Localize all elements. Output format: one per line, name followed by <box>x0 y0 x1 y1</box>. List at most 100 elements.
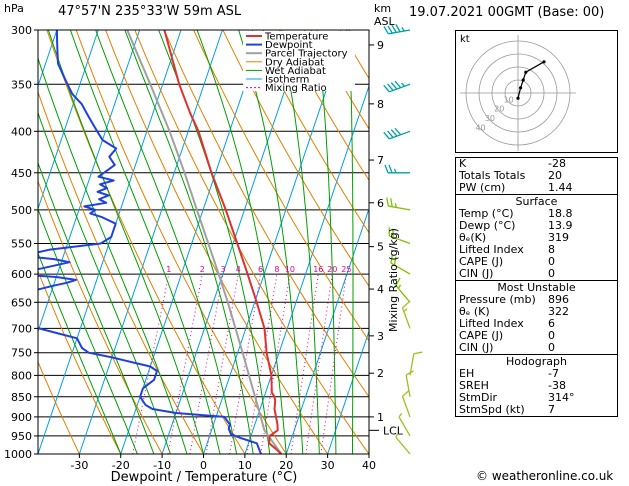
most-unstable-label: CAPE (J) <box>459 329 504 342</box>
surface-row: Temp (°C) 18.8 <box>456 208 617 220</box>
wind-barb-flag <box>393 256 397 266</box>
index-row-tt: Totals Totals 20 <box>456 170 617 182</box>
dewpoint-line <box>38 30 262 454</box>
wind-barb <box>395 433 411 455</box>
wind-barb-flag <box>383 131 390 140</box>
wet-adiabat-line <box>279 30 320 454</box>
wet-adiabat-line <box>238 30 304 454</box>
wind-barb <box>386 197 411 211</box>
km-tick-label: 2 <box>377 367 384 380</box>
x-tick-label: 40 <box>362 459 376 472</box>
wind-barb-flag <box>394 80 402 89</box>
wet-adiabat-line <box>38 111 171 454</box>
pressure-tick-label: 450 <box>11 167 32 180</box>
wind-barb-staff <box>401 395 411 418</box>
surface-label: Temp (°C) <box>459 207 514 220</box>
hodograph-point <box>542 60 546 64</box>
wind-barb-staff <box>388 205 411 211</box>
mixing-ratio-axis-title: Mixing Ratio (g/kg) <box>387 228 400 332</box>
wet-adiabat-line <box>69 30 221 454</box>
surface-row: Lifted Index 8 <box>456 244 617 256</box>
hodograph-table-label: SREH <box>459 379 489 392</box>
hodograph-point <box>519 86 523 90</box>
pressure-tick-label: 400 <box>11 125 32 138</box>
surface-label: Lifted Index <box>459 243 524 256</box>
wind-barb-staff <box>405 374 411 397</box>
wind-barb <box>409 351 423 376</box>
mixing-ratio-label: 25 <box>341 265 351 274</box>
wind-barb-flag <box>383 26 389 35</box>
surface-label: Dewp (°C) <box>459 219 516 232</box>
pressure-tick-label: 1000 <box>4 448 32 461</box>
most-unstable-label: Lifted Index <box>459 317 524 330</box>
pressure-tick-label: 750 <box>11 347 32 360</box>
surface-value: 13.9 <box>548 219 573 232</box>
surface-value: 18.8 <box>548 207 573 220</box>
indices-panel: K -28 Totals Totals 20 PW (cm) 1.44 Surface… <box>455 157 618 417</box>
wet-adiabat-line <box>38 56 188 454</box>
legend-box <box>243 31 355 91</box>
legend-item: Wet Adiabat <box>265 66 326 77</box>
hodograph-point <box>521 78 525 82</box>
wind-barb-flag <box>391 24 397 33</box>
wind-barb-flag <box>393 168 397 174</box>
wind-barb-flag <box>387 83 394 91</box>
dry-adiabat-line <box>38 360 80 454</box>
wet-adiabat-line <box>95 30 238 454</box>
surface-row: θₑ(K) 319 <box>456 232 617 244</box>
x-tick-label: 0 <box>200 459 207 472</box>
hodograph-table-label: EH <box>459 367 475 380</box>
datetime-label: 19.07.2021 00GMT (Base: 00) <box>409 5 605 20</box>
surface-title: Surface <box>515 195 558 208</box>
mixing-ratio-label: 4 <box>236 265 241 274</box>
x-tick-label: 10 <box>238 459 252 472</box>
wind-barb <box>383 24 411 35</box>
index-label: Totals Totals <box>459 169 526 182</box>
most-unstable-value: 322 <box>548 305 569 318</box>
pressure-tick-label: 300 <box>11 24 32 37</box>
km-tick-label: 7 <box>377 154 384 167</box>
hpa-unit-label: hPa <box>4 2 24 15</box>
isotherm-line <box>38 30 99 211</box>
legend-item: Dewpoint <box>265 40 313 51</box>
wind-barb <box>398 413 411 437</box>
index-value: 1.44 <box>548 181 573 194</box>
hodograph-table-row: EH -7 <box>456 368 617 380</box>
most-unstable-title: Most Unstable <box>497 281 576 294</box>
wet-adiabat-line <box>38 161 155 454</box>
isotherm-line <box>161 30 306 454</box>
mixing-ratio-line <box>229 274 262 454</box>
mixing-ratio-line <box>167 274 203 454</box>
temperature-line <box>163 30 282 454</box>
dry-adiabat-line <box>105 30 329 454</box>
mixing-ratio-line <box>132 274 170 454</box>
wind-barb-flag <box>413 351 423 355</box>
mixing-ratio-line <box>189 274 224 454</box>
dry-adiabat-line <box>193 30 369 342</box>
wind-barb-staff <box>398 416 411 437</box>
surface-row: Dewp (°C) 13.9 <box>456 220 617 232</box>
surface-value: 8 <box>548 243 555 256</box>
hodograph-ring-label: 30 <box>485 114 495 123</box>
most-unstable-value: 0 <box>548 341 555 354</box>
most-unstable-value: 0 <box>548 329 555 342</box>
pressure-tick-label: 600 <box>11 268 32 281</box>
isotherm-line <box>203 30 347 454</box>
wind-barb-flag <box>390 82 398 90</box>
wind-barb-flag <box>383 84 390 93</box>
km-tick-label: 8 <box>377 98 384 111</box>
mixing-ratio-label: 1 <box>166 265 171 274</box>
wind-barb-flag <box>386 197 389 207</box>
mixing-ratio-label: 6 <box>258 265 263 274</box>
lcl-label: LCL <box>383 424 404 437</box>
wind-barb-staff <box>389 130 411 140</box>
parcel-trajectory-line <box>126 30 283 454</box>
hodograph-table-row: SREH -38 <box>456 380 617 392</box>
index-value: -28 <box>548 157 566 170</box>
x-tick-label: 20 <box>279 459 293 472</box>
wind-barb-flag <box>394 203 397 208</box>
hodograph-unit-label: kt <box>460 34 470 45</box>
hodograph-table-row: StmSpd (kt) 7 <box>456 404 617 416</box>
dry-adiabat-line <box>38 179 163 454</box>
pressure-tick-label: 350 <box>11 78 32 91</box>
